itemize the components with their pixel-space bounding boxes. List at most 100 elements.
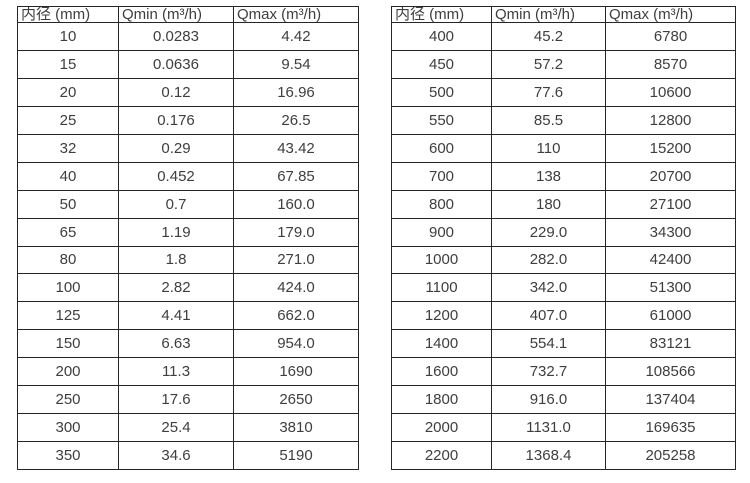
table-cell: 1800 xyxy=(391,385,492,415)
table-cell: 20 xyxy=(17,77,119,107)
table-cell: 20700 xyxy=(605,161,736,191)
table-cell: 300 xyxy=(17,413,119,443)
table-cell: 51300 xyxy=(605,273,736,303)
col-header-inner-diameter: 内径 (mm) xyxy=(391,6,492,23)
table-cell: 1690 xyxy=(233,357,359,387)
table-cell: 45.2 xyxy=(491,22,606,51)
table-cell: 3810 xyxy=(233,413,359,443)
table-cell: 2200 xyxy=(391,441,492,470)
table-row: 1200 407.0 61000 xyxy=(391,301,736,331)
table-row: 25 0.176 26.5 xyxy=(17,105,359,135)
table-row: 32 0.29 43.42 xyxy=(17,133,359,163)
table-cell: 100 xyxy=(17,273,119,303)
header-row: 内径 (mm) Qmin (m³/h) Qmax (m³/h) xyxy=(391,6,736,23)
table-cell: 80 xyxy=(17,245,119,275)
table-cell: 137404 xyxy=(605,385,736,415)
table-row: 1000 282.0 42400 xyxy=(391,245,736,275)
table-cell: 26.5 xyxy=(233,105,359,135)
table-cell: 350 xyxy=(17,441,119,470)
table-cell: 1000 xyxy=(391,245,492,275)
table-cell: 200 xyxy=(17,357,119,387)
table-row: 550 85.5 12800 xyxy=(391,105,736,135)
table-row: 1600 732.7 108566 xyxy=(391,357,736,387)
table-cell: 0.0283 xyxy=(118,22,234,51)
table-cell: 600 xyxy=(391,133,492,163)
table-cell: 83121 xyxy=(605,329,736,359)
table-cell: 500 xyxy=(391,77,492,107)
table-cell: 125 xyxy=(17,301,119,331)
table-cell: 160.0 xyxy=(233,189,359,219)
table-row: 800 180 27100 xyxy=(391,189,736,219)
table-row: 80 1.8 271.0 xyxy=(17,245,359,275)
table-row: 125 4.41 662.0 xyxy=(17,301,359,331)
table-cell: 180 xyxy=(491,189,606,219)
table-cell: 10 xyxy=(17,22,119,51)
table-cell: 205258 xyxy=(605,441,736,470)
table-cell: 42400 xyxy=(605,245,736,275)
table-cell: 15 xyxy=(17,49,119,79)
table-cell: 550 xyxy=(391,105,492,135)
table-cell: 700 xyxy=(391,161,492,191)
table-cell: 271.0 xyxy=(233,245,359,275)
table-cell: 424.0 xyxy=(233,273,359,303)
table-cell: 0.176 xyxy=(118,105,234,135)
col-header-qmax: Qmax (m³/h) xyxy=(233,6,359,23)
table-row: 40 0.452 67.85 xyxy=(17,161,359,191)
table-cell: 1400 xyxy=(391,329,492,359)
table-cell: 15200 xyxy=(605,133,736,163)
table-cell: 16.96 xyxy=(233,77,359,107)
table-cell: 150 xyxy=(17,329,119,359)
table-cell: 1131.0 xyxy=(491,413,606,443)
table-row: 500 77.6 10600 xyxy=(391,77,736,107)
table-row: 100 2.82 424.0 xyxy=(17,273,359,303)
table-cell: 732.7 xyxy=(491,357,606,387)
table-cell: 6780 xyxy=(605,22,736,51)
table-cell: 9.54 xyxy=(233,49,359,79)
table-row: 10 0.0283 4.42 xyxy=(17,22,359,51)
table-cell: 57.2 xyxy=(491,49,606,79)
table-row: 1100 342.0 51300 xyxy=(391,273,736,303)
table-cell: 34300 xyxy=(605,217,736,247)
table-row: 900 229.0 34300 xyxy=(391,217,736,247)
table-body: 10 0.0283 4.42 15 0.0636 9.54 20 0.12 16.96 25 0.1… xyxy=(17,22,359,470)
table-row: 65 1.19 179.0 xyxy=(17,217,359,247)
table-cell: 250 xyxy=(17,385,119,415)
table-cell: 1368.4 xyxy=(491,441,606,470)
table-cell: 1200 xyxy=(391,301,492,331)
table-row: 1400 554.1 83121 xyxy=(391,329,736,359)
table-cell: 342.0 xyxy=(491,273,606,303)
table-cell: 32 xyxy=(17,133,119,163)
table-cell: 2000 xyxy=(391,413,492,443)
col-header-qmin: Qmin (m³/h) xyxy=(491,6,606,23)
table-cell: 900 xyxy=(391,217,492,247)
flow-table-small-diameters: 内径 (mm) Qmin (m³/h) Qmax (m³/h) 10 0.0283… xyxy=(17,6,359,470)
table-cell: 179.0 xyxy=(233,217,359,247)
table-cell: 12800 xyxy=(605,105,736,135)
table-cell: 25 xyxy=(17,105,119,135)
flow-table-large-diameters: 内径 (mm) Qmin (m³/h) Qmax (m³/h) 400 45.2 6… xyxy=(391,6,736,470)
table-cell: 282.0 xyxy=(491,245,606,275)
table-cell: 8570 xyxy=(605,49,736,79)
col-header-inner-diameter: 内径 (mm) xyxy=(17,6,119,23)
table-cell: 138 xyxy=(491,161,606,191)
table-cell: 407.0 xyxy=(491,301,606,331)
table-row: 20 0.12 16.96 xyxy=(17,77,359,107)
table-cell: 43.42 xyxy=(233,133,359,163)
table-row: 2000 1131.0 169635 xyxy=(391,413,736,443)
table-row: 150 6.63 954.0 xyxy=(17,329,359,359)
table-cell: 0.7 xyxy=(118,189,234,219)
table-body: 400 45.2 6780 450 57.2 8570 500 77.6 10600 550 85.… xyxy=(391,22,736,470)
table-cell: 17.6 xyxy=(118,385,234,415)
header-row: 内径 (mm) Qmin (m³/h) Qmax (m³/h) xyxy=(17,6,359,23)
table-cell: 916.0 xyxy=(491,385,606,415)
table-row: 2200 1368.4 205258 xyxy=(391,441,736,470)
table-row: 400 45.2 6780 xyxy=(391,22,736,51)
table-cell: 0.29 xyxy=(118,133,234,163)
table-cell: 10600 xyxy=(605,77,736,107)
table-cell: 2650 xyxy=(233,385,359,415)
table-cell: 61000 xyxy=(605,301,736,331)
table-cell: 400 xyxy=(391,22,492,51)
col-header-qmin: Qmin (m³/h) xyxy=(118,6,234,23)
table-cell: 40 xyxy=(17,161,119,191)
table-cell: 25.4 xyxy=(118,413,234,443)
